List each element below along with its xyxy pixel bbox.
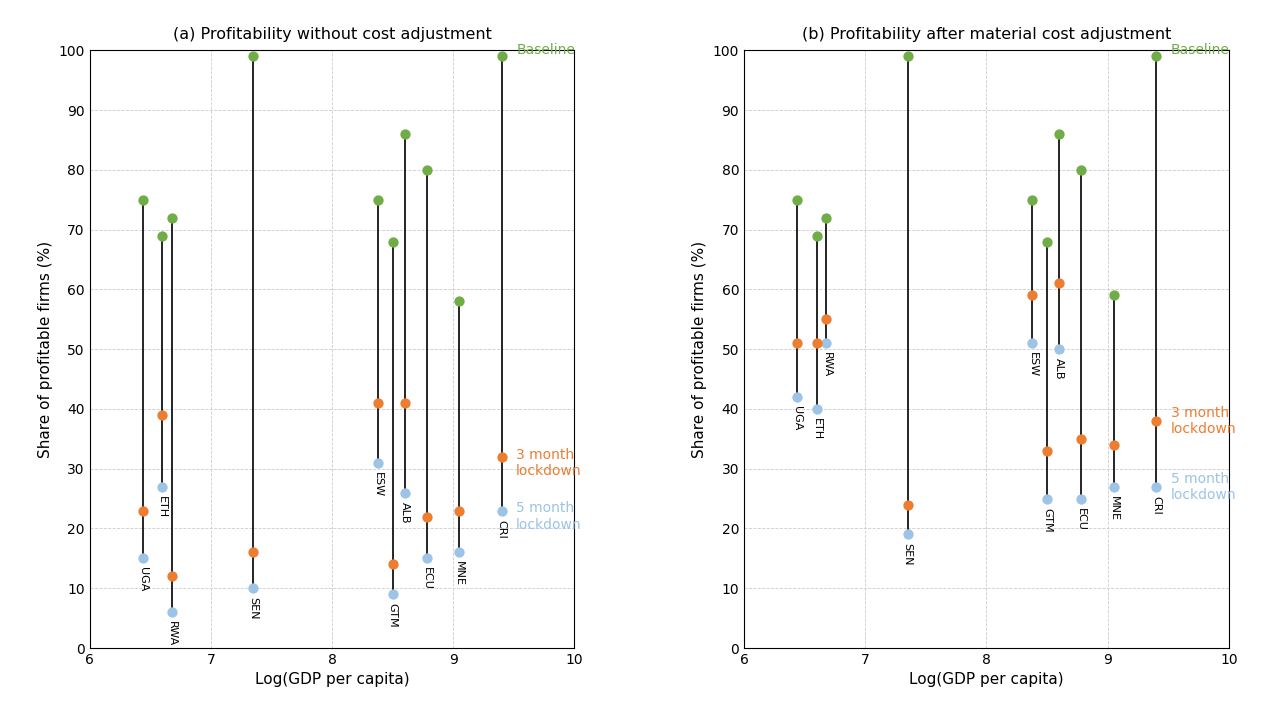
Point (416, 510, 436, 522)
Text: ECU: ECU (1076, 508, 1085, 531)
Point (787, 391, 808, 402)
Point (449, 546, 470, 558)
Text: 5 month
lockdown: 5 month lockdown (1171, 472, 1236, 502)
Y-axis label: Share of profitable firms (%): Share of profitable firms (%) (38, 240, 52, 458)
Point (817, 314, 837, 325)
Text: ETH: ETH (157, 495, 168, 518)
Point (897, 50, 918, 62)
Point (367, 194, 388, 206)
Point (492, 50, 512, 62)
Text: Baseline: Baseline (516, 43, 575, 58)
Text: ESW: ESW (1028, 352, 1038, 377)
Point (1103, 289, 1124, 301)
Point (1146, 415, 1166, 427)
Text: ALB: ALB (399, 502, 410, 523)
Point (383, 559, 403, 570)
Text: MNE: MNE (1108, 495, 1119, 521)
Text: UGA: UGA (138, 567, 148, 592)
Point (1048, 278, 1069, 289)
X-axis label: Log(GDP per capita): Log(GDP per capita) (255, 672, 410, 688)
Point (1037, 445, 1057, 456)
Point (1070, 433, 1091, 445)
Point (383, 588, 403, 600)
Point (1103, 481, 1124, 492)
Point (806, 338, 827, 349)
Point (449, 505, 470, 516)
Point (1146, 481, 1166, 492)
Text: GTM: GTM (388, 603, 398, 628)
Point (161, 212, 182, 223)
Point (817, 212, 837, 223)
Text: ECU: ECU (421, 567, 431, 590)
Point (243, 546, 264, 558)
Text: ALB: ALB (1055, 358, 1064, 379)
Point (1023, 289, 1043, 301)
Point (806, 403, 827, 415)
Point (897, 499, 918, 510)
Point (492, 451, 512, 462)
Point (1023, 194, 1043, 206)
Point (243, 50, 264, 62)
Text: MNE: MNE (454, 562, 465, 586)
Text: CRI: CRI (497, 520, 507, 539)
Point (897, 528, 918, 540)
Point (449, 296, 470, 307)
Point (787, 194, 808, 206)
Text: GTM: GTM (1042, 508, 1052, 532)
Point (367, 397, 388, 409)
Point (161, 606, 182, 618)
Point (152, 409, 173, 420)
Point (416, 553, 436, 564)
Text: SEN: SEN (902, 544, 913, 566)
Text: 5 month
lockdown: 5 month lockdown (516, 501, 582, 531)
Point (394, 487, 415, 498)
Point (1146, 50, 1166, 62)
Point (416, 164, 436, 176)
Y-axis label: Share of profitable firms (%): Share of profitable firms (%) (692, 240, 708, 458)
Point (133, 553, 154, 564)
Point (394, 397, 415, 409)
Text: UGA: UGA (792, 406, 803, 431)
Point (1070, 492, 1091, 504)
Point (806, 230, 827, 241)
Point (1037, 492, 1057, 504)
Point (1023, 338, 1043, 349)
Point (394, 128, 415, 140)
Text: ESW: ESW (372, 472, 383, 497)
Point (1048, 343, 1069, 355)
Point (1048, 128, 1069, 140)
Point (1037, 236, 1057, 248)
Title: (b) Profitability after material cost adjustment: (b) Profitability after material cost ad… (801, 27, 1171, 42)
Title: (a) Profitability without cost adjustment: (a) Profitability without cost adjustmen… (173, 27, 492, 42)
Text: 3 month
lockdown: 3 month lockdown (516, 448, 582, 478)
Point (243, 582, 264, 594)
Text: 3 month
lockdown: 3 month lockdown (1171, 406, 1236, 436)
Point (133, 505, 154, 516)
Point (817, 338, 837, 349)
Point (383, 236, 403, 248)
Point (492, 505, 512, 516)
Point (787, 338, 808, 349)
Text: SEN: SEN (248, 597, 259, 620)
Point (133, 194, 154, 206)
Point (1103, 439, 1124, 451)
Text: CRI: CRI (1151, 495, 1161, 514)
Point (1070, 164, 1091, 176)
Text: RWA: RWA (822, 352, 832, 377)
Text: ETH: ETH (812, 418, 822, 440)
X-axis label: Log(GDP per capita): Log(GDP per capita) (909, 672, 1064, 688)
Text: Baseline: Baseline (1171, 43, 1230, 58)
Point (152, 481, 173, 492)
Text: RWA: RWA (166, 621, 177, 647)
Point (367, 457, 388, 469)
Point (161, 570, 182, 582)
Point (152, 230, 173, 241)
